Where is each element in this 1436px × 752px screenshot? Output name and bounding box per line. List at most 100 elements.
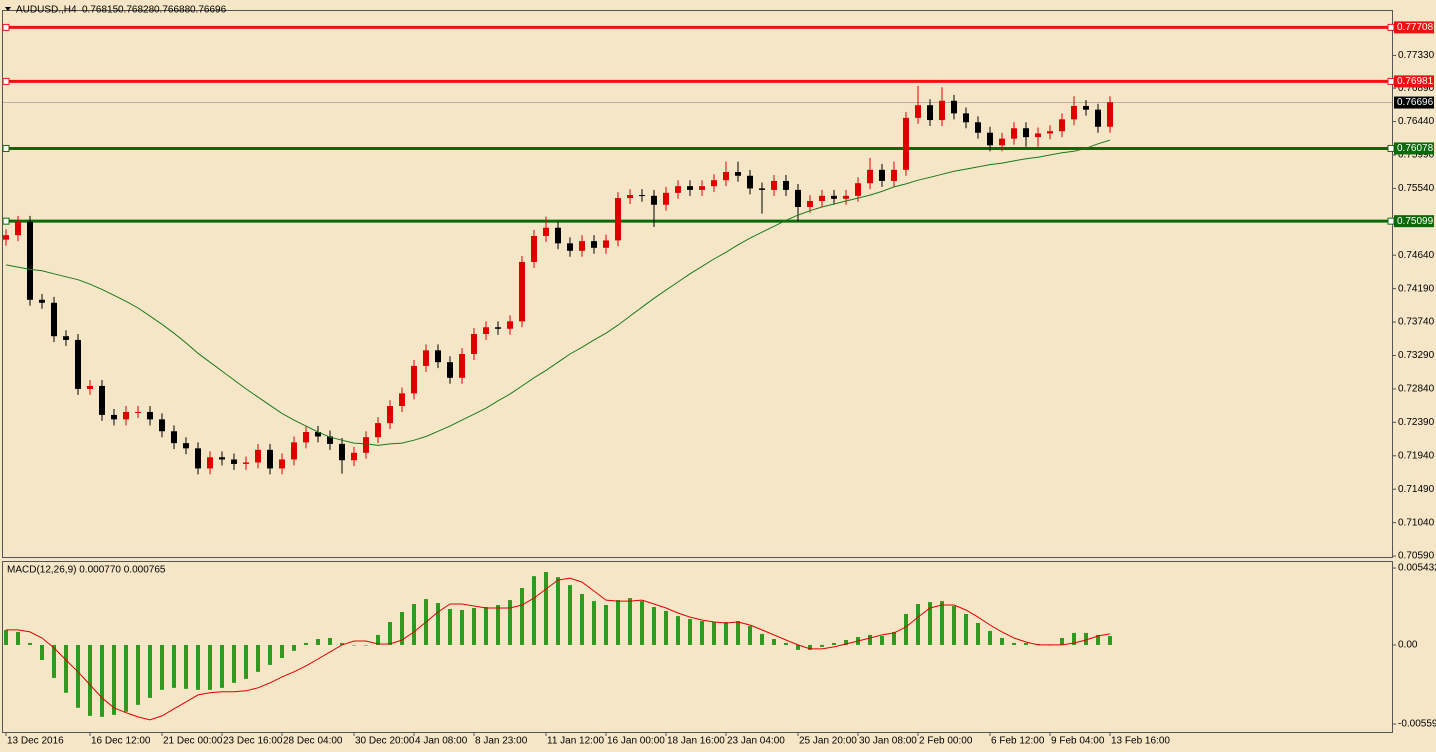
level-label-box xyxy=(1394,75,1434,88)
macd-bar xyxy=(820,644,824,647)
macd-bar xyxy=(1096,634,1100,645)
level-handle xyxy=(2,23,10,31)
y-tick-label: 0.76440 xyxy=(1398,116,1435,127)
macd-bar xyxy=(952,606,956,645)
macd-bar xyxy=(244,644,248,679)
y-tick-label: 0.71490 xyxy=(1398,484,1435,495)
candle-body xyxy=(435,350,441,363)
candle-body xyxy=(1083,105,1089,110)
candle-body xyxy=(915,105,921,118)
candle-body xyxy=(759,188,765,190)
candle-body xyxy=(1035,133,1041,138)
level-handle xyxy=(2,144,10,152)
macd-bar xyxy=(400,611,404,645)
menu-arrow-icon[interactable] xyxy=(5,7,11,11)
candle-body xyxy=(507,321,513,329)
candle-body xyxy=(291,442,297,460)
macd-bar xyxy=(460,609,464,645)
macd-bar xyxy=(916,604,920,645)
macd-bar xyxy=(784,642,788,645)
candle-body xyxy=(879,169,885,181)
candle-body xyxy=(831,195,837,199)
candle-body xyxy=(927,105,933,121)
candle-body xyxy=(39,299,45,303)
macd-bar xyxy=(676,616,680,645)
macd-bar xyxy=(1084,632,1088,645)
macd-bar xyxy=(328,638,332,645)
macd-bar xyxy=(412,604,416,645)
candle-body xyxy=(99,385,105,415)
macd-bar xyxy=(1072,632,1076,645)
candle-body xyxy=(1011,128,1017,139)
candle-body xyxy=(327,436,333,444)
candle-body xyxy=(603,240,609,248)
candle-body xyxy=(1047,131,1053,134)
candle-body xyxy=(195,448,201,469)
candle-body xyxy=(735,172,741,176)
candle-body xyxy=(615,198,621,241)
macd-bar xyxy=(976,623,980,645)
candle-body xyxy=(819,195,825,202)
candle-body xyxy=(543,227,549,236)
candle-body xyxy=(867,169,873,184)
candle-body xyxy=(891,169,897,181)
x-tick-label: 13 Dec 2016 xyxy=(7,736,64,747)
moving-average xyxy=(5,139,1111,446)
macd-bar xyxy=(16,631,20,645)
candle-body xyxy=(591,241,597,248)
macd-bar xyxy=(628,598,632,645)
candle-body xyxy=(903,117,909,170)
macd-bar xyxy=(256,644,260,672)
macd-bar xyxy=(472,608,476,645)
candle-body xyxy=(951,100,957,114)
candle-body xyxy=(723,172,729,181)
x-tick-label: 6 Feb 12:00 xyxy=(991,736,1045,747)
level-label-box xyxy=(1394,21,1434,34)
candle-body xyxy=(639,195,645,197)
x-tick-label: 9 Feb 04:00 xyxy=(1051,736,1105,747)
macd-bar xyxy=(340,642,344,645)
macd-bar xyxy=(4,629,8,645)
x-tick-label: 11 Jan 12:00 xyxy=(547,736,605,747)
y-tick-label: 0.74640 xyxy=(1398,250,1435,261)
candle-body xyxy=(855,183,861,196)
macd-bar xyxy=(988,630,992,645)
candle-body xyxy=(123,411,129,420)
macd-bar xyxy=(1024,642,1028,645)
macd-bar xyxy=(520,588,524,645)
macd-bar xyxy=(484,607,488,645)
level-handle xyxy=(2,217,10,225)
candle-body xyxy=(411,365,417,394)
macd-bar xyxy=(100,644,104,717)
macd-bar xyxy=(748,625,752,645)
candle-body xyxy=(627,195,633,199)
candle-body xyxy=(495,327,501,329)
candle-body xyxy=(135,411,141,413)
macd-bar xyxy=(940,601,944,645)
macd-bar xyxy=(304,642,308,645)
header-open: 0.76815 xyxy=(82,5,119,16)
macd-bar xyxy=(148,644,152,698)
macd-bar xyxy=(508,600,512,645)
candle-body xyxy=(315,432,321,437)
level-label-box xyxy=(1394,215,1434,228)
x-tick-label: 23 Jan 04:00 xyxy=(727,736,785,747)
macd-bar xyxy=(52,644,56,678)
y-tick-label: 0.70590 xyxy=(1398,551,1435,562)
candle-body xyxy=(675,186,681,193)
candle-body xyxy=(423,350,429,366)
candle-body xyxy=(147,411,153,420)
macd-bar xyxy=(868,634,872,645)
macd-bar xyxy=(280,644,284,658)
candle-body xyxy=(351,452,357,461)
x-tick-label: 25 Jan 20:00 xyxy=(799,736,857,747)
current-price-label: 0.76696 xyxy=(1397,97,1434,108)
y-tick-label: 0.75540 xyxy=(1398,183,1435,194)
macd-bar xyxy=(688,619,692,645)
macd-tick-label: 0.00 xyxy=(1398,640,1418,651)
y-tick-label: 0.75990 xyxy=(1398,150,1435,161)
candle-body xyxy=(111,414,117,420)
macd-bar xyxy=(364,644,368,646)
candle-body xyxy=(447,362,453,378)
